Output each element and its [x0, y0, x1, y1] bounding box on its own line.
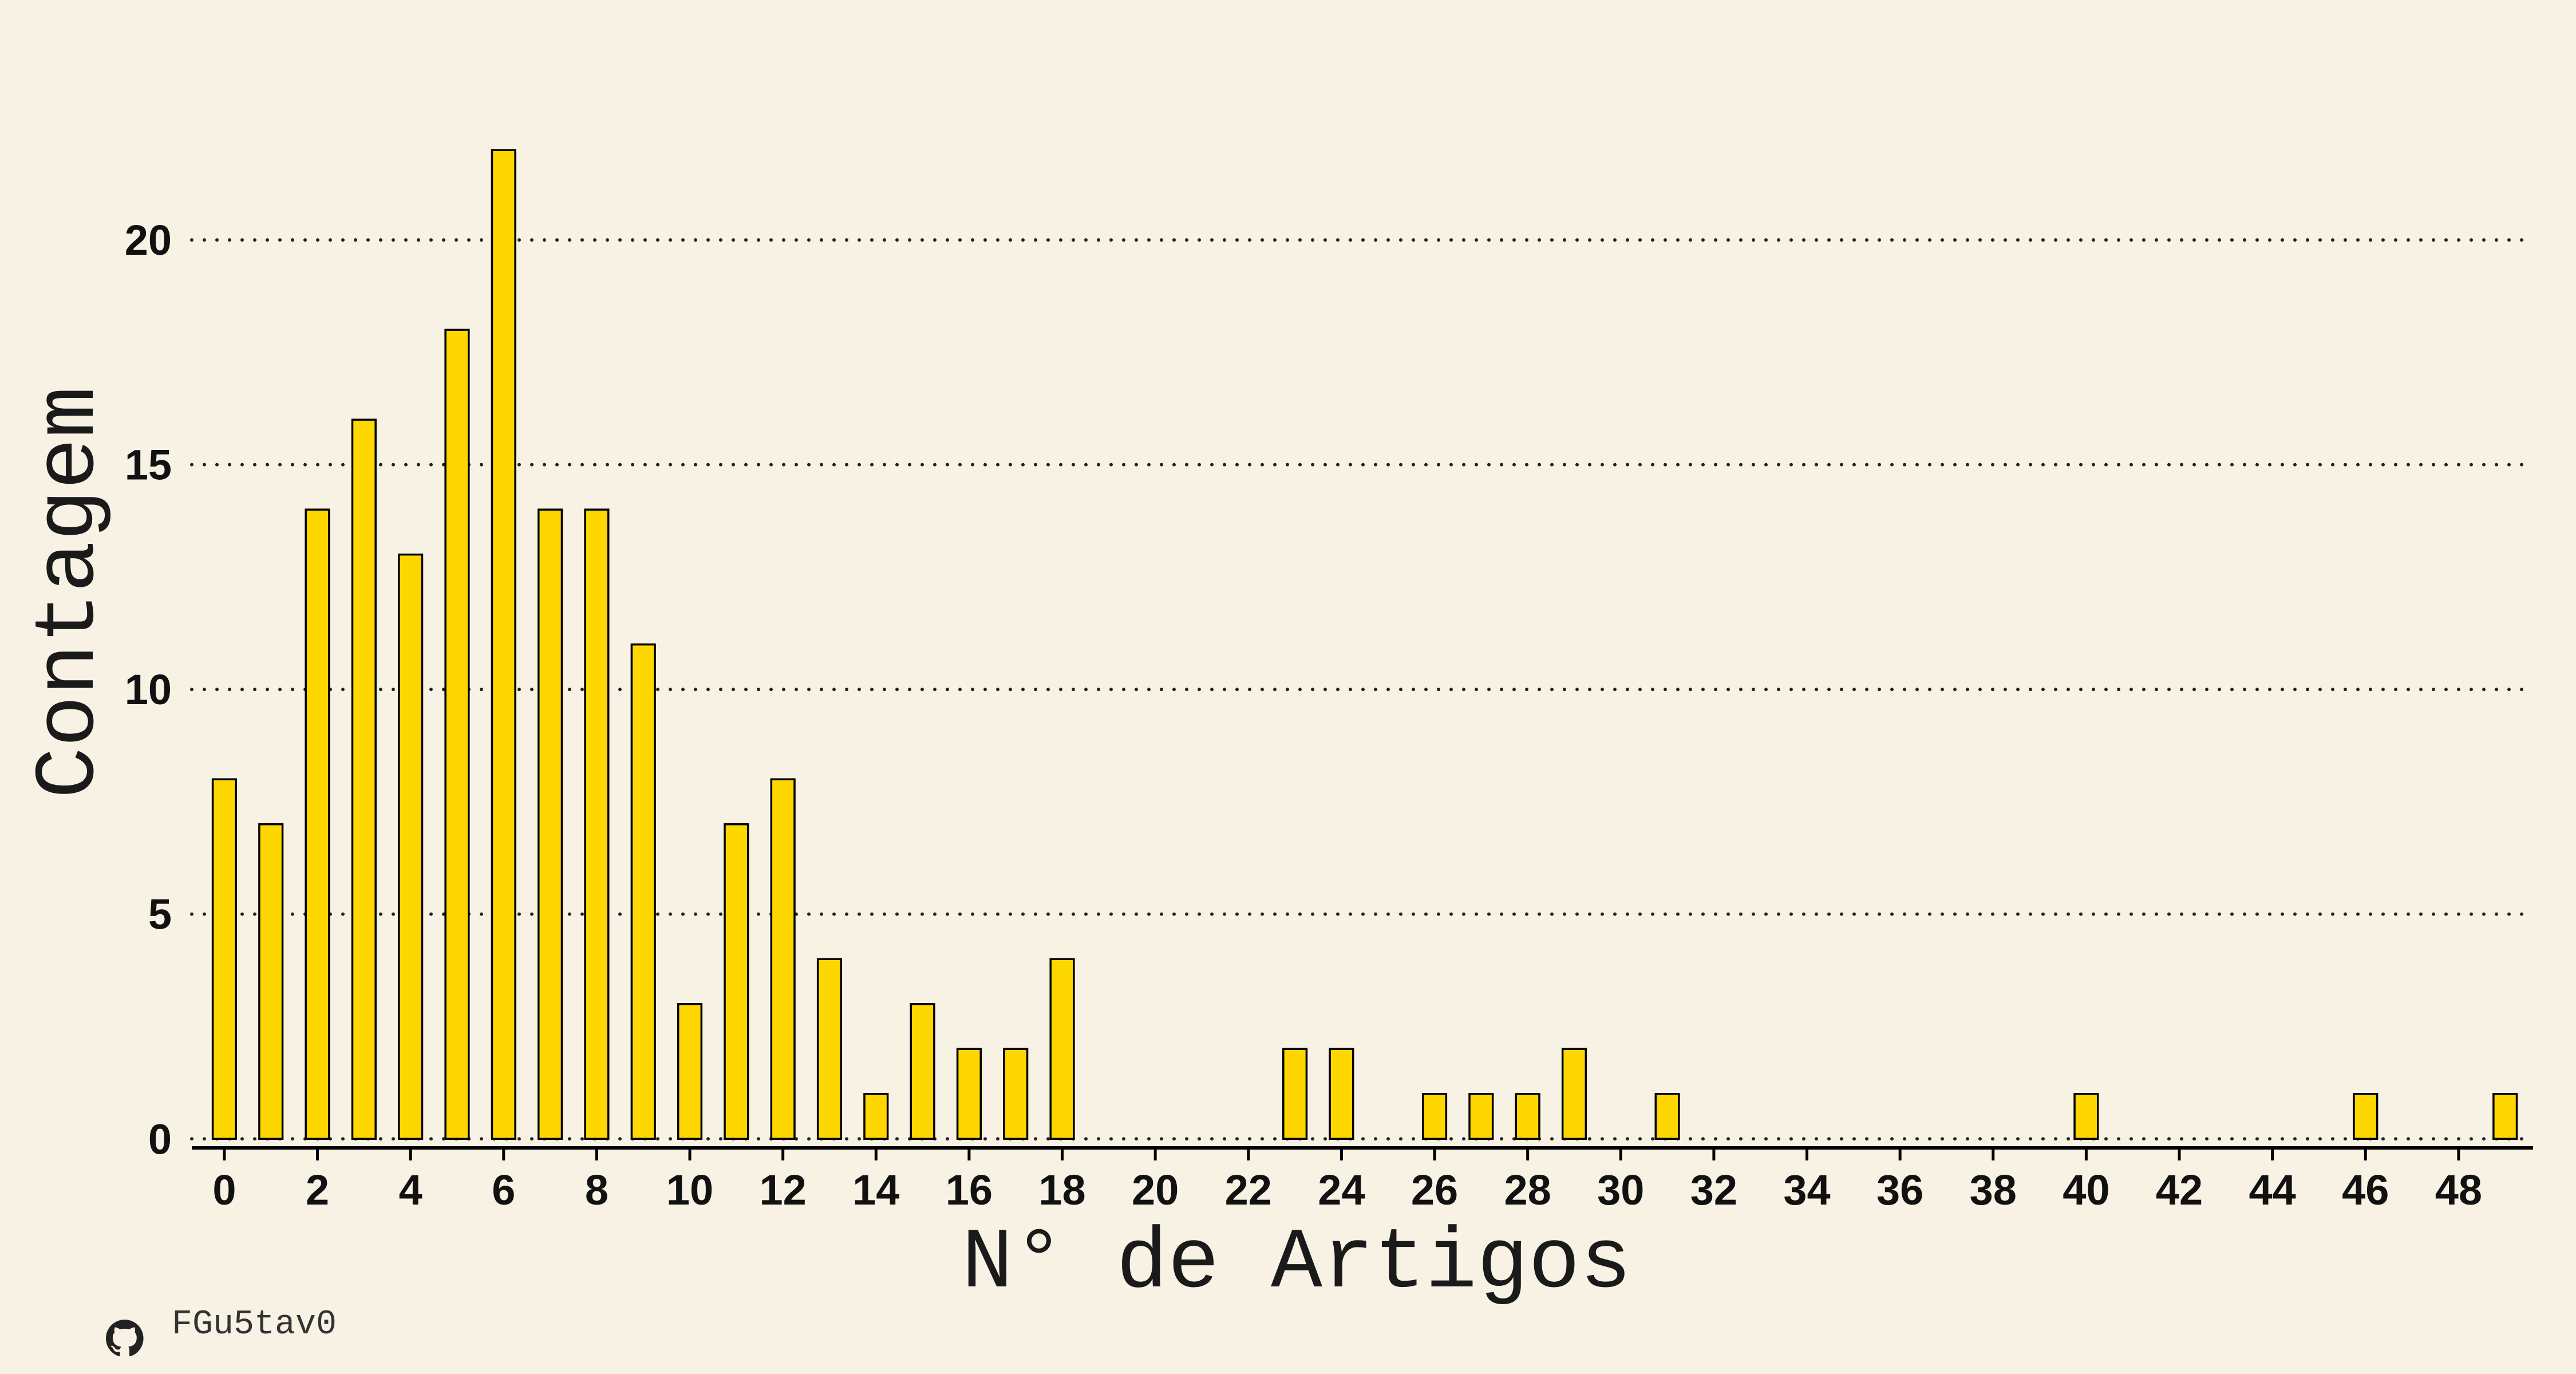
x-tick-label-44: 44 — [2249, 1166, 2296, 1214]
x-tick-label-2: 2 — [306, 1166, 329, 1214]
x-tick-label-8: 8 — [585, 1166, 609, 1214]
bar-1 — [258, 823, 284, 1140]
bar-7 — [538, 508, 563, 1140]
x-tick-label-36: 36 — [1876, 1166, 1923, 1214]
bar-31 — [1654, 1093, 1680, 1140]
x-tick-label-46: 46 — [2342, 1166, 2389, 1214]
bar-6 — [491, 149, 516, 1140]
x-tick-label-26: 26 — [1411, 1166, 1458, 1214]
x-tick-label-38: 38 — [1970, 1166, 2017, 1214]
bar-23 — [1282, 1048, 1308, 1140]
bar-27 — [1468, 1093, 1494, 1140]
y-tick-label-0: 0 — [148, 1115, 172, 1163]
x-tick-label-6: 6 — [492, 1166, 515, 1214]
github-icon — [106, 1320, 144, 1356]
x-tick-label-12: 12 — [760, 1166, 807, 1214]
bar-4 — [398, 553, 424, 1140]
bar-10 — [677, 1003, 703, 1140]
x-tick-label-42: 42 — [2156, 1166, 2203, 1214]
y-axis-title: Contagem — [22, 386, 119, 799]
bar-3 — [351, 418, 377, 1140]
bar-15 — [910, 1003, 935, 1140]
x-tick-label-22: 22 — [1225, 1166, 1272, 1214]
x-tick-label-10: 10 — [666, 1166, 713, 1214]
y-tick-label-15: 15 — [125, 441, 172, 489]
x-tick-label-14: 14 — [852, 1166, 899, 1214]
bar-14 — [863, 1093, 889, 1140]
bar-16 — [956, 1048, 982, 1140]
x-tick-label-28: 28 — [1504, 1166, 1551, 1214]
y-tick-label-20: 20 — [125, 216, 172, 264]
y-tick-labels: 0 5 10 15 20 — [125, 216, 172, 1163]
bar-8 — [584, 508, 610, 1140]
bar-0 — [211, 778, 237, 1140]
x-tick-label-34: 34 — [1783, 1166, 1830, 1214]
bar-26 — [1421, 1093, 1448, 1140]
grid-lines — [190, 238, 2535, 1141]
bar-9 — [630, 643, 656, 1140]
bar-40 — [2073, 1093, 2099, 1140]
x-tick-label-18: 18 — [1038, 1166, 1085, 1214]
x-tick-label-24: 24 — [1318, 1166, 1365, 1214]
bar-18 — [1049, 958, 1075, 1140]
x-tick-label-30: 30 — [1597, 1166, 1644, 1214]
x-tick-label-20: 20 — [1132, 1166, 1179, 1214]
bar-2 — [305, 508, 330, 1140]
bar-29 — [1561, 1048, 1587, 1140]
x-tick-labels: 0 2 4 6 8 10 12 14 16 18 20 22 24 26 28 30 32 34 36 38 40 42 4… — [212, 1166, 2482, 1214]
x-tick-label-4: 4 — [399, 1166, 422, 1214]
axes — [192, 1146, 2533, 1160]
bar-24 — [1329, 1048, 1354, 1140]
bars — [211, 149, 2518, 1140]
x-tick-label-40: 40 — [2063, 1166, 2109, 1214]
bar-46 — [2353, 1093, 2379, 1140]
bar-17 — [1003, 1048, 1029, 1140]
x-tick-label-0: 0 — [212, 1166, 236, 1214]
bar-13 — [816, 958, 843, 1140]
credit-handle: FGu5tav0 — [172, 1305, 337, 1344]
bar-28 — [1515, 1093, 1540, 1140]
x-tick-label-16: 16 — [946, 1166, 993, 1214]
x-axis-title: N° de Artigos — [962, 1215, 1631, 1313]
bar-5 — [444, 329, 470, 1140]
y-tick-label-5: 5 — [148, 891, 172, 938]
y-tick-label-10: 10 — [125, 666, 172, 713]
bar-49 — [2492, 1093, 2518, 1140]
x-tick-label-48: 48 — [2435, 1166, 2482, 1214]
bar-11 — [724, 823, 749, 1140]
bar-12 — [770, 778, 796, 1140]
x-tick-label-32: 32 — [1690, 1166, 1737, 1214]
